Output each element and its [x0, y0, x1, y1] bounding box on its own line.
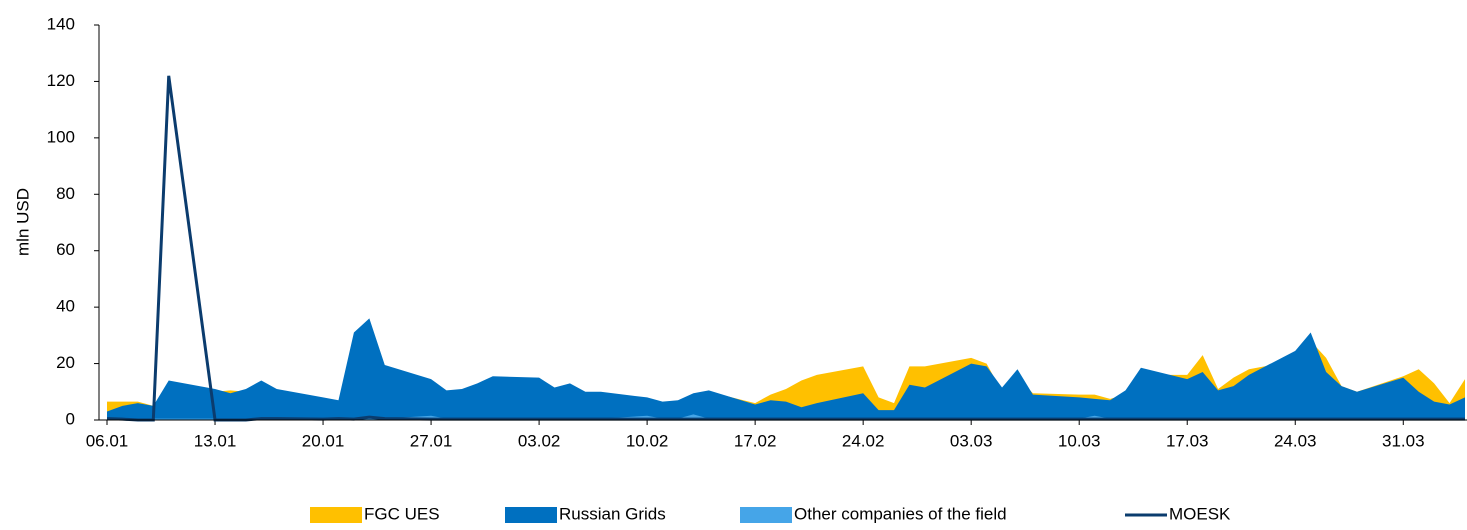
x-tick-label: 03.02 [518, 431, 561, 450]
y-tick-label: 40 [56, 297, 75, 316]
y-tick-label: 0 [66, 409, 75, 428]
x-tick-label: 31.03 [1382, 431, 1425, 450]
area [107, 318, 1465, 420]
x-tick-label: 13.01 [194, 431, 237, 450]
x-tick-label: 10.02 [626, 431, 669, 450]
y-tick-label: 140 [47, 14, 75, 33]
y-tick-label: 60 [56, 240, 75, 259]
legend-label: FGC UES [364, 504, 440, 523]
legend-label: MOESK [1169, 504, 1231, 523]
x-tick-label: 03.03 [950, 431, 993, 450]
y-axis-label: mln USD [13, 188, 32, 256]
x-tick-label: 17.03 [1166, 431, 1209, 450]
y-tick-label: 120 [47, 71, 75, 90]
line [106, 75, 1465, 422]
y-tick-label: 20 [56, 353, 75, 372]
legend-swatch [310, 507, 362, 523]
x-tick-label: 24.02 [842, 431, 885, 450]
x-tick-label: 17.02 [734, 431, 777, 450]
legend-label: Russian Grids [559, 504, 666, 523]
x-tick-label: 24.03 [1274, 431, 1317, 450]
x-tick-label: 27.01 [410, 431, 453, 450]
legend-swatch [505, 507, 557, 523]
y-tick-label: 100 [47, 127, 75, 146]
x-tick-label: 20.01 [302, 431, 345, 450]
x-tick-label: 06.01 [86, 431, 129, 450]
y-tick-label: 80 [56, 184, 75, 203]
x-tick-label: 10.03 [1058, 431, 1101, 450]
legend-swatch [740, 507, 792, 523]
legend-label: Other companies of the field [794, 504, 1007, 523]
